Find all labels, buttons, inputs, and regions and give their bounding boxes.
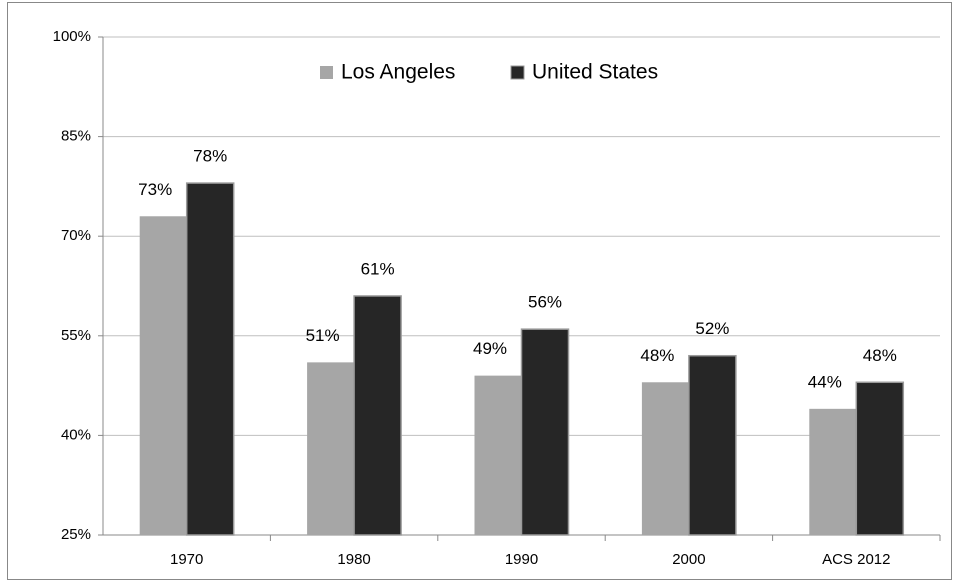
value-label: 44% (808, 372, 842, 391)
y-tick-label: 40% (61, 426, 91, 443)
bar (353, 295, 402, 536)
y-tick-label: 100% (53, 28, 91, 45)
value-label: 48% (640, 346, 674, 365)
x-tick-label: ACS 2012 (822, 551, 890, 568)
bar (307, 362, 355, 535)
y-tick-label: 85% (61, 128, 91, 145)
value-label: 61% (361, 259, 395, 278)
x-tick-label: 1990 (505, 551, 538, 568)
bar (688, 354, 737, 536)
bar (809, 408, 857, 535)
y-tick-label: 70% (61, 227, 91, 244)
bar (641, 382, 689, 535)
bar (474, 375, 522, 535)
bar (139, 216, 187, 535)
x-tick-label: 1970 (170, 551, 203, 568)
y-tick-label: 25% (61, 526, 91, 543)
legend-label: United States (532, 61, 658, 84)
value-label: 52% (695, 319, 729, 338)
legend-swatch (320, 66, 333, 79)
value-label: 49% (473, 339, 507, 358)
value-label: 51% (306, 326, 340, 345)
legend-label: Los Angeles (341, 61, 455, 84)
value-label: 56% (528, 293, 562, 312)
value-label: 78% (193, 147, 227, 166)
bar (520, 328, 570, 536)
value-label: 73% (138, 180, 172, 199)
y-tick-label: 55% (61, 327, 91, 344)
x-tick-label: 1980 (337, 551, 370, 568)
x-tick-label: 2000 (672, 551, 705, 568)
bar (855, 381, 905, 536)
value-label: 48% (863, 346, 897, 365)
legend-swatch (510, 65, 525, 80)
bar (185, 182, 235, 536)
